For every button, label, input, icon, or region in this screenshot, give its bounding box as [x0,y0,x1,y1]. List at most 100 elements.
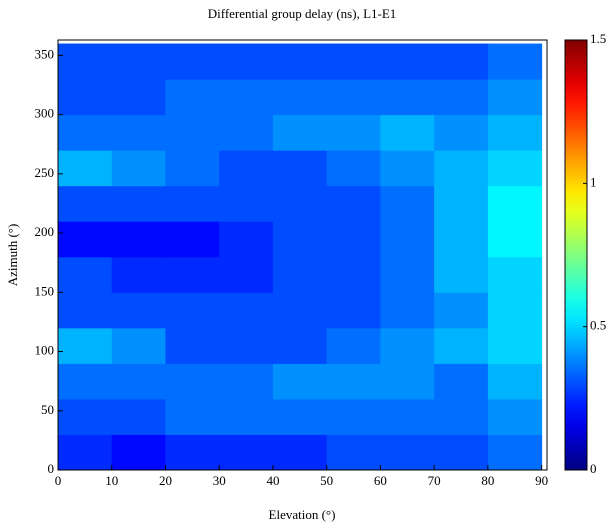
heatmap-cell [380,150,435,187]
heatmap-cell [111,292,166,329]
heatmap-cell [272,327,328,364]
heatmap-cell [58,150,113,187]
heatmap-cell [219,398,274,435]
colorbar [564,39,588,471]
heatmap-cell [58,185,113,222]
heatmap-cell [272,363,328,400]
heatmap-cell [326,43,381,80]
heatmap-cell [58,43,113,80]
heatmap-cell [434,256,489,293]
heatmap-cell [326,327,381,364]
heatmap-cell [165,292,220,329]
heatmap-cell [272,221,328,258]
heatmap-cell [487,79,543,116]
heatmap-cell [434,185,489,222]
heatmap-cell [219,327,274,364]
heatmap-cell [111,434,166,471]
heatmap-cell [487,43,543,80]
heatmap-cell [326,185,381,222]
heatmap-cell [165,363,220,400]
x-tick-label: 70 [428,473,441,488]
heatmap-cell [219,150,274,187]
heatmap-cell [487,434,543,471]
heatmap-cell [326,221,381,258]
heatmap-cell [434,221,489,258]
heatmap-cell [272,398,328,435]
heatmap-cell [165,43,220,80]
heatmap-cell [487,292,543,329]
heatmap-cell [219,221,274,258]
heatmap-cell [165,327,220,364]
heatmap-cell [487,327,543,364]
heatmap-cell [272,114,328,151]
heatmap-cell [219,434,274,471]
heatmap-cell [219,114,274,151]
x-tick-label: 20 [159,473,172,488]
y-tick-label: 250 [35,165,55,180]
x-tick-label: 0 [55,473,62,488]
heatmap-cell [111,327,166,364]
heatmap-cell [219,363,274,400]
heatmap-cell [434,43,489,80]
heatmap-cell [326,79,381,116]
heatmap-cell [111,185,166,222]
heatmap-cell [111,221,166,258]
heatmap-cell [165,221,220,258]
heatmap-cell [58,327,113,364]
heatmap-cell [487,363,543,400]
heatmap-cell [111,43,166,80]
y-tick-label: 200 [35,224,55,239]
heatmap-cell [58,256,113,293]
heatmap-cell [487,185,543,222]
heatmap-cell [165,398,220,435]
heatmap-cell [487,256,543,293]
heatmap-cell [58,221,113,258]
heatmap-cell [326,114,381,151]
heatmap-cell [434,79,489,116]
heatmap-cell [326,256,381,293]
heatmap-cell [272,79,328,116]
heatmap-cell [326,292,381,329]
y-tick-label: 0 [48,461,55,476]
heatmap-cell [380,185,435,222]
heatmap-cell [434,114,489,151]
heatmap-cell [58,79,113,116]
heatmap-cell [326,150,381,187]
heatmap-cell [487,221,543,258]
y-tick-label: 150 [35,283,55,298]
heatmap-cell [380,398,435,435]
y-axis-label: Azimuth (°) [5,224,20,287]
heatmap-cell [111,256,166,293]
y-tick-label: 350 [35,46,55,61]
heatmap-cell [380,256,435,293]
x-tick-label: 40 [266,473,279,488]
heatmap-cell [165,434,220,471]
colorbar-tick-label: 0.5 [590,318,606,333]
heatmap-cell [487,114,543,151]
heatmap-cell [58,434,113,471]
x-tick-label: 30 [213,473,226,488]
heatmap-cell [380,434,435,471]
heatmap-cell [165,150,220,187]
heatmap-cell [434,434,489,471]
x-tick-label: 60 [374,473,387,488]
heatmap-cell [380,221,435,258]
x-axis-label: Elevation (°) [269,507,336,522]
heatmap-cell [219,79,274,116]
heatmap-cell [272,150,328,187]
colorbar-tick-label: 0 [590,461,597,476]
heatmap-cell [326,363,381,400]
colorbar-tick-label: 1.5 [590,31,606,46]
heatmap-cell [434,398,489,435]
heatmap-cell [219,292,274,329]
heatmap-cell [434,327,489,364]
heatmap-cell [165,185,220,222]
heatmap-cell [487,150,543,187]
heatmap-cell [380,363,435,400]
heatmap-cell [165,256,220,293]
heatmap-cell [111,363,166,400]
heatmap-cell [434,292,489,329]
heatmap-cell [219,185,274,222]
heatmap-cell [434,150,489,187]
heatmap-cell [111,398,166,435]
